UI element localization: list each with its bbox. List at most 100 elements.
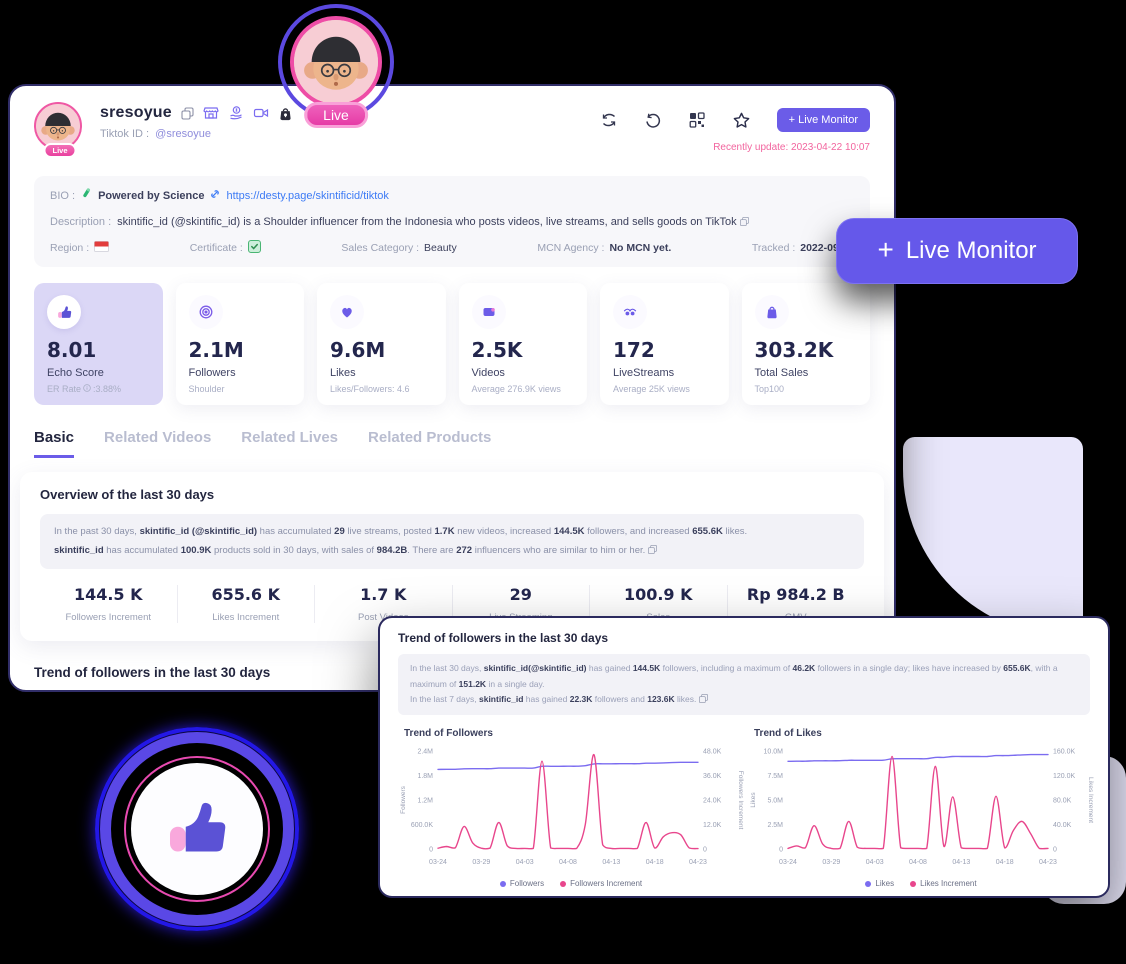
shop-icon[interactable] — [203, 105, 219, 121]
bio-label: BIO : — [50, 189, 76, 202]
overview-stat-value: 1.7 K — [360, 585, 407, 605]
bio-text: Powered by Science — [98, 189, 205, 202]
svg-text:Likes Increment: Likes Increment — [1087, 777, 1094, 823]
overview-summary-line2: skintific_id has accumulated 100.9K prod… — [54, 542, 850, 561]
svg-text:36.0K: 36.0K — [703, 773, 722, 780]
stat-card-followers: 2.1M Followers Shoulder — [175, 283, 304, 405]
svg-text:600.0K: 600.0K — [411, 822, 434, 829]
recently-updated-text: Recently update: 2023-04-22 10:07 — [713, 142, 870, 153]
svg-text:1.2M: 1.2M — [417, 798, 433, 805]
overview-title: Overview of the last 30 days — [40, 487, 215, 502]
live-monitor-button-large[interactable]: + Live Monitor — [836, 218, 1078, 284]
tabs-bar: Basic Related Videos Related Lives Relat… — [34, 429, 870, 458]
history-reset-icon[interactable] — [644, 111, 662, 129]
avatar-image-large — [290, 16, 382, 108]
overview-stat-label: Followers Increment — [65, 612, 152, 624]
certificate-badge-icon — [247, 240, 261, 256]
stat-value: 9.6M — [330, 338, 386, 362]
mcn-agency-value: No MCN yet. — [609, 242, 672, 254]
svg-text:04-18: 04-18 — [996, 859, 1014, 866]
chart-legend: Followers Followers Increment — [398, 879, 744, 888]
plus-icon: + — [877, 234, 894, 265]
tab-related-products[interactable]: Related Products — [368, 429, 492, 446]
video-icon — [471, 295, 506, 329]
svg-text:0: 0 — [703, 847, 707, 854]
stat-label: Videos — [471, 367, 505, 379]
svg-text:0: 0 — [429, 847, 433, 854]
svg-text:Likes: Likes — [750, 792, 757, 808]
medal-disc — [131, 763, 263, 895]
followers-trend-chart-block: Trend of Followers 2.4M 1.8M 1.2M 600.0K 0 48… — [398, 721, 744, 888]
overview-stat-value: 655.6 K — [211, 585, 281, 605]
qr-grid-icon[interactable] — [688, 111, 706, 129]
legend-item[interactable]: Followers — [499, 879, 544, 888]
link-icon — [210, 188, 220, 205]
info-circle-icon[interactable] — [83, 384, 91, 394]
legend-item[interactable]: Likes Increment — [910, 879, 977, 888]
svg-text:04-13: 04-13 — [602, 859, 620, 866]
bio-link[interactable]: https://desty.page/skintificid/tiktok — [226, 189, 389, 202]
svg-text:04-23: 04-23 — [1039, 859, 1057, 866]
stat-card-likes: 9.6M Likes Likes/Followers: 4.6 — [317, 283, 446, 405]
stat-label: Total Sales — [754, 367, 809, 379]
tiktok-id-value: @sresoyue — [155, 128, 211, 140]
chart-legend: Likes Likes Increment — [748, 879, 1094, 888]
legend-dot — [499, 880, 506, 887]
test-tube-icon — [81, 187, 92, 205]
stat-cards-row: 8.01 Echo Score ER Rate :3.88% 2.1M Foll… — [34, 283, 870, 405]
overview-stat-label: Likes Increment — [212, 612, 280, 624]
tab-related-videos[interactable]: Related Videos — [104, 429, 212, 446]
stat-card-total-sales: 303.2K Total Sales Top100 — [741, 283, 870, 405]
tab-related-lives[interactable]: Related Lives — [241, 429, 339, 446]
overlay-summary-line2: In the last 7 days, skintific_id has gai… — [410, 692, 1078, 708]
heart-icon — [330, 295, 364, 329]
livestream-icon — [613, 295, 647, 329]
svg-text:04-13: 04-13 — [952, 859, 970, 866]
stat-value: 172 — [613, 338, 655, 362]
overlay-summary: In the last 30 days, skintific_id(@skint… — [398, 654, 1090, 716]
video-camera-icon[interactable] — [253, 105, 269, 121]
avatar-face-art — [36, 104, 80, 148]
stat-card-videos: 2.5K Videos Average 276.9K views — [458, 283, 587, 405]
stat-card-echo-score: 8.01 Echo Score ER Rate :3.88% — [34, 283, 163, 405]
followers-trend-chart: 2.4M 1.8M 1.2M 600.0K 0 48.0K 36.0K 24.0K 12.0K 0… — [398, 739, 744, 878]
svg-text:80.0K: 80.0K — [1053, 798, 1072, 805]
legend-item[interactable]: Followers Increment — [560, 879, 642, 888]
copy-icon — [698, 694, 708, 704]
svg-text:10.0M: 10.0M — [764, 749, 784, 756]
stat-label: LiveStreams — [613, 367, 675, 379]
copy-username-icon[interactable] — [181, 106, 194, 120]
tiktok-id-label: Tiktok ID : — [100, 128, 150, 140]
description-text: skintific_id (@skintific_id) is a Should… — [117, 214, 749, 231]
medal-outer-ring — [95, 727, 299, 931]
svg-text:04-08: 04-08 — [559, 859, 577, 866]
profile-avatar[interactable]: Live — [34, 102, 86, 160]
refresh-icon[interactable] — [600, 111, 618, 129]
tab-basic[interactable]: Basic — [34, 429, 75, 458]
username: sresoyue — [100, 104, 172, 121]
thumb-up-icon — [47, 295, 81, 329]
svg-text:Followers: Followers — [400, 786, 407, 815]
live-monitor-button[interactable]: + Live Monitor — [776, 108, 870, 132]
live-badge-large: Live — [304, 102, 368, 128]
profile-info-panel: BIO : Powered by Science https://desty.p… — [34, 176, 870, 267]
svg-text:0: 0 — [1053, 847, 1057, 854]
chart-title: Trend of Followers — [404, 728, 493, 740]
hand-coin-icon[interactable] — [228, 105, 244, 121]
floating-live-avatar[interactable]: Live — [276, 4, 396, 130]
stat-value: 2.5K — [471, 338, 523, 362]
svg-text:2.4M: 2.4M — [417, 749, 433, 756]
description-label: Description : — [50, 215, 112, 228]
svg-text:Followers Increment: Followers Increment — [737, 771, 744, 830]
legend-item[interactable]: Likes — [865, 879, 894, 888]
spiral-icon — [188, 295, 223, 329]
shopping-bag-icon[interactable] — [278, 106, 293, 121]
svg-text:03-24: 03-24 — [429, 859, 447, 866]
overlay-title: Trend of followers in the last 30 days — [398, 631, 609, 645]
trend-section-title: Trend of followers in the last 30 days — [34, 665, 271, 681]
thumbs-up-medal-decoration — [95, 727, 299, 931]
svg-text:04-08: 04-08 — [909, 859, 927, 866]
sales-category-value: Beauty — [424, 242, 457, 254]
region-label: Region : — [50, 242, 90, 254]
favorite-star-icon[interactable] — [732, 111, 751, 130]
